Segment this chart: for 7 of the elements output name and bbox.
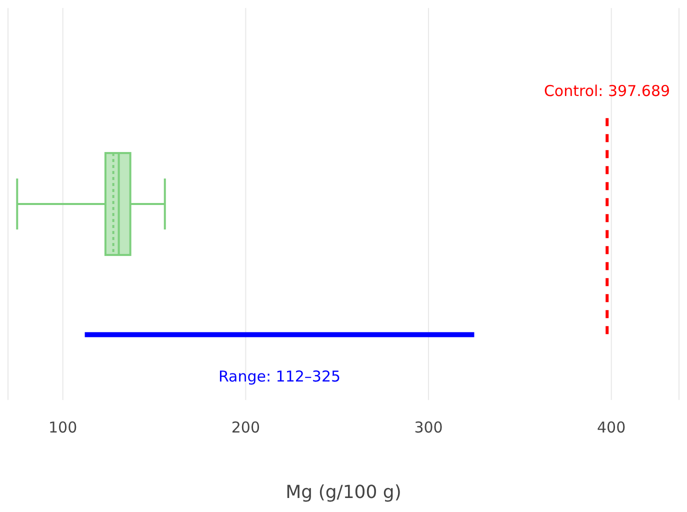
x-tick-label: 300 [414,418,443,437]
x-axis-title: Mg (g/100 g) [286,482,402,503]
ref-line-label: Control: 397.689 [544,82,670,100]
x-tick-label: 400 [597,418,626,437]
x-tick-label: 100 [48,418,78,437]
x-tick-label: 200 [231,418,260,437]
annotation: Range: 112–325 [218,368,341,386]
